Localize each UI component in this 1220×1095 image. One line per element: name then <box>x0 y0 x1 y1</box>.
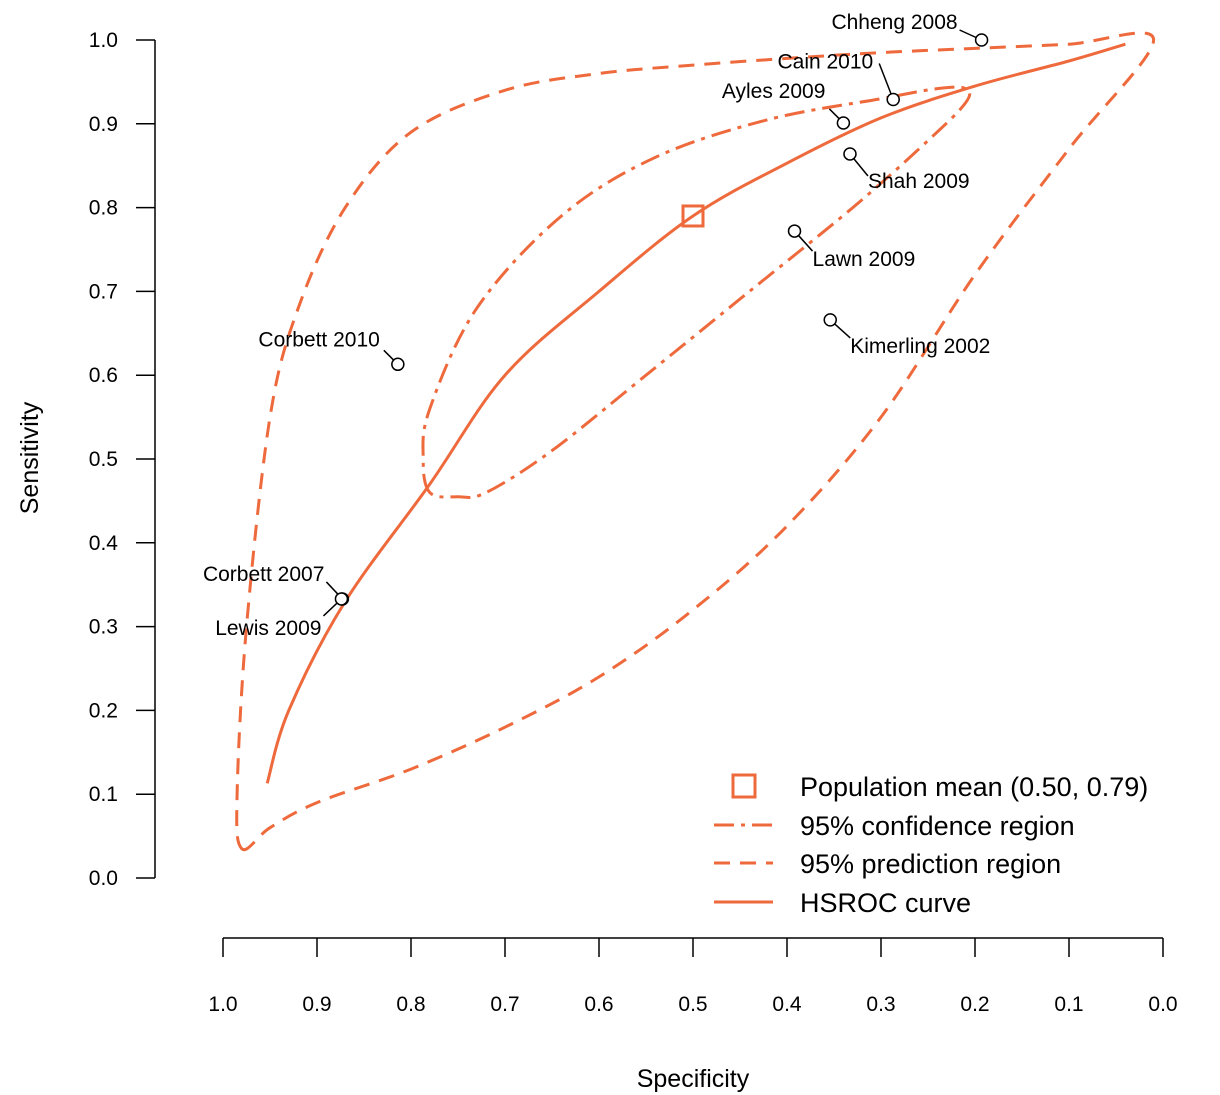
study-label: Corbett 2007 <box>203 563 324 586</box>
study-label: Kimerling 2002 <box>850 335 990 358</box>
y-tick-label: 0.3 <box>89 616 118 639</box>
study-label: Corbett 2010 <box>258 328 379 351</box>
population-mean-layer <box>681 204 705 228</box>
study-point <box>823 313 837 327</box>
legend-prediction-label: 95% prediction region <box>800 849 1061 879</box>
y-axis: 0.0 0.1 0.2 0.3 0.4 0.5 0.6 0.7 0.8 0.9 1.0 <box>89 29 156 890</box>
x-tick-label: 0.2 <box>960 993 989 1016</box>
y-tick-label: 0.6 <box>89 364 118 387</box>
study-label: Lawn 2009 <box>813 248 916 271</box>
y-tick-label: 0.0 <box>89 867 118 890</box>
y-tick-label: 0.4 <box>89 532 119 555</box>
x-tick-label: 0.9 <box>302 993 331 1016</box>
x-tick-label: 1.0 <box>208 993 237 1016</box>
study-label: Shah 2009 <box>868 170 970 193</box>
x-tick-label: 0.8 <box>396 993 425 1016</box>
study-point <box>886 92 900 107</box>
study-point <box>836 116 851 130</box>
legend-confidence-label: 95% confidence region <box>800 811 1075 841</box>
y-tick-label: 0.5 <box>89 448 118 471</box>
y-tick-label: 0.7 <box>89 280 118 303</box>
study-point <box>391 357 405 372</box>
study-points-layer: Chheng 2008 Cain 2010 Ayles 2009 Shah 2009 L… <box>203 11 990 640</box>
legend-mean-label: Population mean (0.50, 0.79) <box>800 772 1148 802</box>
x-tick-label: 0.0 <box>1148 993 1177 1016</box>
study-point <box>974 33 989 47</box>
prediction-region <box>235 31 1156 852</box>
study-label: Ayles 2009 <box>722 80 826 103</box>
y-tick-label: 0.1 <box>89 783 118 806</box>
x-tick-label: 0.5 <box>678 993 707 1016</box>
hsroc-curve <box>265 42 1126 784</box>
x-tick-label: 0.4 <box>772 993 802 1016</box>
y-tick-label: 0.9 <box>89 113 118 136</box>
prediction-region-layer <box>235 31 1156 852</box>
x-tick-label: 0.7 <box>490 993 519 1016</box>
x-axis-title: Specificity <box>637 1065 750 1093</box>
y-tick-label: 0.8 <box>89 197 118 220</box>
legend-curve-label: HSROC curve <box>800 888 971 918</box>
x-tick-label: 0.1 <box>1054 993 1083 1016</box>
legend-mean-symbol <box>731 773 757 799</box>
y-tick-label: 1.0 <box>89 29 118 52</box>
study-label: Lewis 2009 <box>215 617 321 640</box>
study-point <box>787 224 802 238</box>
y-axis-title: Sensitivity <box>16 401 44 514</box>
x-tick-label: 0.6 <box>584 993 613 1016</box>
study-point <box>334 592 349 606</box>
study-label: Cain 2010 <box>777 50 873 73</box>
legend: Population mean (0.50, 0.79) 95% confiden… <box>714 772 1148 918</box>
population-mean-marker <box>681 204 705 228</box>
study-point <box>843 147 857 161</box>
hsroc-curve-layer <box>265 42 1126 784</box>
confidence-region-layer <box>421 85 972 499</box>
x-tick-label: 0.3 <box>866 993 895 1016</box>
x-axis: 1.0 0.9 0.8 0.7 0.6 0.5 0.4 0.3 0.2 0.1 0.0 <box>208 937 1178 1016</box>
y-tick-label: 0.2 <box>89 699 118 722</box>
study-label: Chheng 2008 <box>831 11 957 34</box>
confidence-region <box>421 85 972 499</box>
